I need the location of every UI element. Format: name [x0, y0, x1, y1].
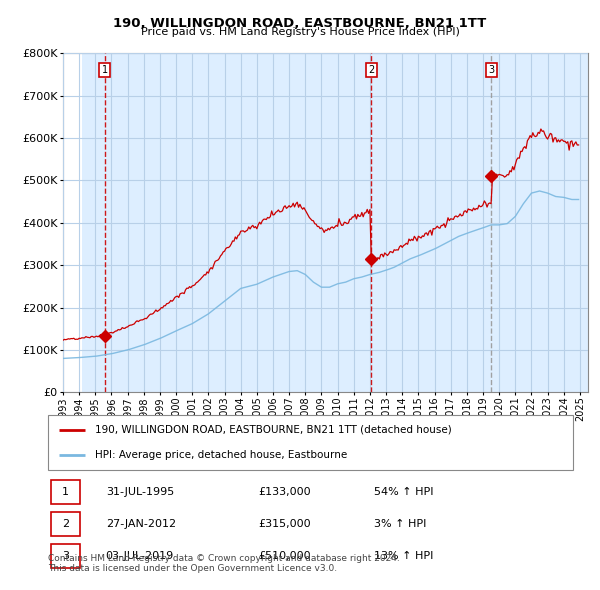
- Text: 3: 3: [488, 65, 494, 75]
- Text: 190, WILLINGDON ROAD, EASTBOURNE, BN21 1TT: 190, WILLINGDON ROAD, EASTBOURNE, BN21 1…: [113, 17, 487, 30]
- Text: HPI: Average price, detached house, Eastbourne: HPI: Average price, detached house, East…: [95, 450, 347, 460]
- Text: 1: 1: [62, 487, 69, 497]
- Text: 2: 2: [62, 519, 69, 529]
- Text: 03-JUL-2019: 03-JUL-2019: [106, 551, 174, 561]
- Text: £315,000: £315,000: [258, 519, 311, 529]
- Text: 190, WILLINGDON ROAD, EASTBOURNE, BN21 1TT (detached house): 190, WILLINGDON ROAD, EASTBOURNE, BN21 1…: [95, 425, 452, 435]
- Bar: [63, 53, 82, 392]
- Text: Price paid vs. HM Land Registry's House Price Index (HPI): Price paid vs. HM Land Registry's House …: [140, 27, 460, 37]
- FancyBboxPatch shape: [50, 544, 79, 568]
- FancyBboxPatch shape: [48, 415, 573, 470]
- Text: 54% ↑ HPI: 54% ↑ HPI: [373, 487, 433, 497]
- Text: 31-JUL-1995: 31-JUL-1995: [106, 487, 174, 497]
- Text: 13% ↑ HPI: 13% ↑ HPI: [373, 551, 433, 561]
- FancyBboxPatch shape: [50, 512, 79, 536]
- Text: Contains HM Land Registry data © Crown copyright and database right 2024.
This d: Contains HM Land Registry data © Crown c…: [48, 554, 400, 573]
- Text: 2: 2: [368, 65, 374, 75]
- Text: 1: 1: [101, 65, 108, 75]
- FancyBboxPatch shape: [50, 480, 79, 504]
- Text: 3% ↑ HPI: 3% ↑ HPI: [373, 519, 426, 529]
- Text: 27-JAN-2012: 27-JAN-2012: [106, 519, 176, 529]
- Text: £133,000: £133,000: [258, 487, 311, 497]
- Text: £510,000: £510,000: [258, 551, 311, 561]
- Text: 3: 3: [62, 551, 69, 561]
